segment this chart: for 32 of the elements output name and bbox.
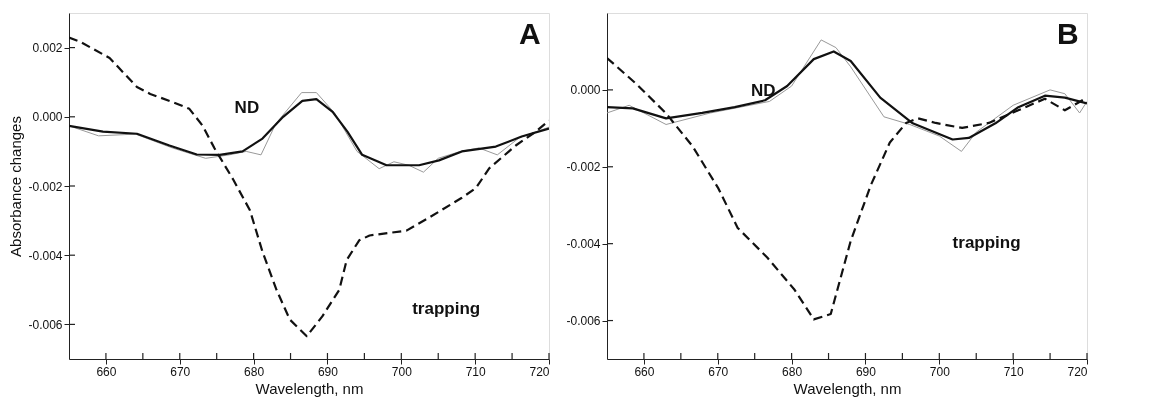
y-tick-label: -0.006 bbox=[28, 317, 63, 332]
x-axis-title: Wavelength, nm bbox=[255, 379, 364, 397]
y-tick-label: 0.000 bbox=[32, 110, 63, 125]
x-tick-label: 720 bbox=[529, 364, 550, 379]
x-tick-label: 680 bbox=[244, 364, 265, 379]
y-tick-label: 0.000 bbox=[570, 83, 601, 98]
y-axis-title: Absorbance changes bbox=[7, 116, 25, 257]
x-tick-label: 660 bbox=[96, 364, 117, 379]
x-tick-label: 680 bbox=[782, 364, 803, 379]
x-axis-title: Wavelength, nm bbox=[793, 379, 902, 397]
annotation: trapping bbox=[412, 298, 481, 318]
y-tick-label: -0.006 bbox=[566, 314, 601, 329]
x-tick-label: 670 bbox=[708, 364, 729, 379]
annotation: A bbox=[518, 17, 541, 51]
x-tick-label: 720 bbox=[1067, 364, 1088, 379]
y-tick-label: -0.002 bbox=[566, 160, 601, 175]
x-tick-label: 710 bbox=[1003, 364, 1024, 379]
annotation: B bbox=[1056, 17, 1079, 51]
x-tick-label: 690 bbox=[855, 364, 877, 379]
x-tick-label: 700 bbox=[391, 364, 413, 379]
x-tick-label: 660 bbox=[634, 364, 655, 379]
y-tick-label: 0.002 bbox=[32, 41, 63, 56]
annotation: ND bbox=[751, 80, 776, 100]
x-tick-label: 700 bbox=[929, 364, 951, 379]
x-tick-label: 710 bbox=[465, 364, 486, 379]
x-tick-label: 670 bbox=[170, 364, 191, 379]
annotation: trapping bbox=[952, 232, 1021, 252]
y-tick-label: -0.004 bbox=[566, 237, 601, 252]
annotation: ND bbox=[234, 98, 260, 118]
y-tick-label: -0.002 bbox=[28, 179, 63, 194]
y-tick-label: -0.004 bbox=[28, 248, 63, 263]
x-tick-label: 690 bbox=[317, 364, 339, 379]
